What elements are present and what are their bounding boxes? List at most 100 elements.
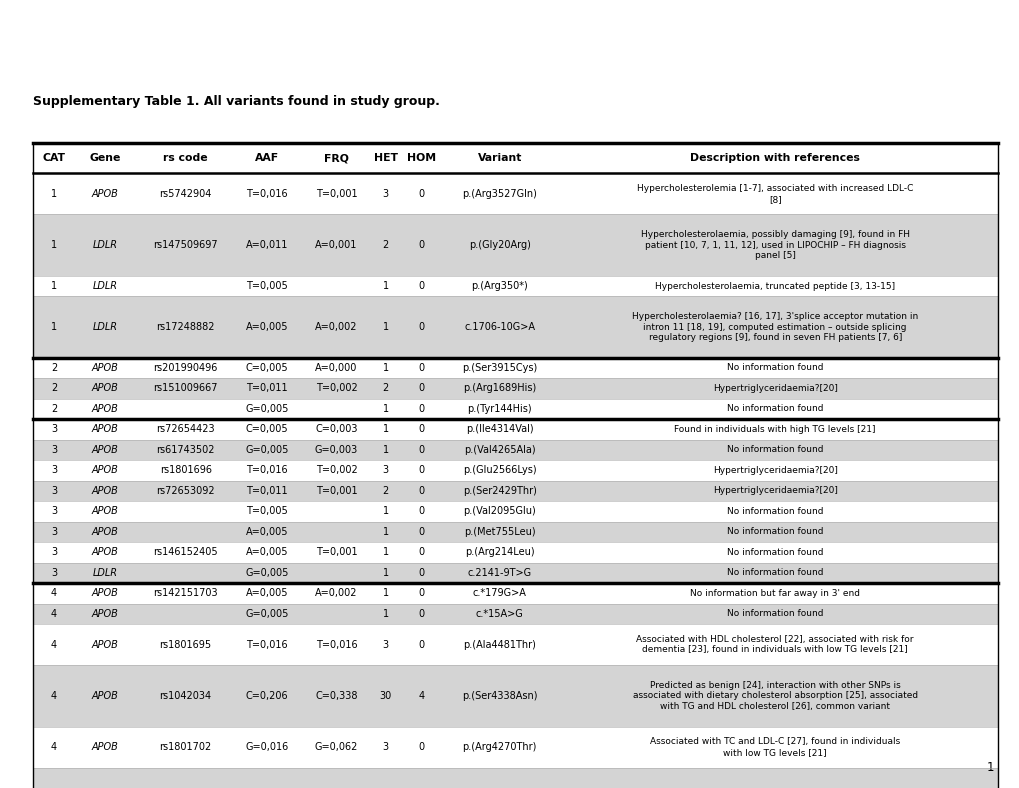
Text: p.(Ile4314Val): p.(Ile4314Val) (466, 425, 533, 434)
Text: c.*179G>A: c.*179G>A (473, 589, 526, 598)
Text: 1: 1 (382, 568, 388, 578)
Text: APOB: APOB (92, 189, 118, 199)
Text: 1: 1 (382, 609, 388, 619)
Text: p.(Met755Leu): p.(Met755Leu) (464, 527, 535, 537)
Text: LDLR: LDLR (93, 240, 117, 250)
Text: No information found: No information found (727, 609, 822, 619)
Text: No information found: No information found (727, 527, 822, 537)
Text: No information found: No information found (727, 568, 822, 578)
Text: CAT: CAT (43, 154, 65, 163)
Text: 3: 3 (382, 189, 388, 199)
Text: HOM: HOM (407, 154, 435, 163)
Text: APOB: APOB (92, 589, 118, 598)
Text: G=0,016: G=0,016 (246, 742, 288, 752)
Text: rs151009667: rs151009667 (153, 384, 218, 393)
Text: rs147509697: rs147509697 (153, 240, 218, 250)
Bar (33, 173, 997, 214)
Text: 2: 2 (51, 363, 57, 373)
Text: T=0,005: T=0,005 (247, 507, 287, 516)
Text: rs142151703: rs142151703 (153, 589, 218, 598)
Text: G=0,005: G=0,005 (246, 404, 288, 414)
Text: 1: 1 (382, 445, 388, 455)
Bar (33, 440, 997, 460)
Text: 1: 1 (382, 527, 388, 537)
Bar (33, 501, 997, 522)
Text: p.(Ser3915Cys): p.(Ser3915Cys) (462, 363, 537, 373)
Text: rs17248882: rs17248882 (156, 322, 215, 332)
Text: p.(Ser4338Asn): p.(Ser4338Asn) (462, 691, 537, 701)
Text: Associated with HDL cholesterol [22], associated with risk for
dementia [23], fo: Associated with HDL cholesterol [22], as… (636, 634, 913, 655)
Bar (33, 604, 997, 624)
Text: T=0,016: T=0,016 (316, 640, 357, 649)
Text: rs code: rs code (163, 154, 208, 163)
Text: 1: 1 (51, 322, 57, 332)
Text: T=0,001: T=0,001 (316, 486, 357, 496)
Text: 2: 2 (51, 404, 57, 414)
Text: 0: 0 (418, 609, 424, 619)
Text: LDLR: LDLR (93, 281, 117, 291)
Text: APOB: APOB (92, 466, 118, 475)
Text: 0: 0 (418, 527, 424, 537)
Text: 3: 3 (51, 466, 57, 475)
Text: T=0,002: T=0,002 (316, 466, 357, 475)
Text: Predicted as benign [24], interaction with other SNPs is
associated with dietary: Predicted as benign [24], interaction wi… (632, 681, 917, 711)
Text: Hypercholesterolaemia, possibly damaging [9], found in FH
patient [10, 7, 1, 11,: Hypercholesterolaemia, possibly damaging… (640, 230, 909, 260)
Text: p.(Val2095Glu): p.(Val2095Glu) (463, 507, 536, 516)
Text: A=0,002: A=0,002 (315, 322, 358, 332)
Text: HET: HET (373, 154, 397, 163)
Text: 0: 0 (418, 507, 424, 516)
Text: FRQ: FRQ (324, 154, 348, 163)
Text: G=0,005: G=0,005 (246, 609, 288, 619)
Text: p.(Arg350*): p.(Arg350*) (471, 281, 528, 291)
Text: 2: 2 (382, 240, 388, 250)
Text: 0: 0 (418, 363, 424, 373)
Text: APOB: APOB (92, 425, 118, 434)
Text: 0: 0 (418, 240, 424, 250)
Text: A=0,005: A=0,005 (246, 527, 288, 537)
Text: 0: 0 (418, 445, 424, 455)
Bar (33, 481, 997, 501)
Text: 1: 1 (382, 404, 388, 414)
Text: 1: 1 (382, 507, 388, 516)
Text: 0: 0 (418, 742, 424, 752)
Text: APOB: APOB (92, 527, 118, 537)
Text: A=0,005: A=0,005 (246, 322, 288, 332)
Text: APOB: APOB (92, 445, 118, 455)
Text: rs146152405: rs146152405 (153, 548, 218, 557)
Text: G=0,005: G=0,005 (246, 445, 288, 455)
Text: p.(Arg1689His): p.(Arg1689His) (463, 384, 536, 393)
Text: 0: 0 (418, 404, 424, 414)
Text: 4: 4 (418, 691, 424, 701)
Text: 1: 1 (382, 425, 388, 434)
Text: Supplementary Table 1. All variants found in study group.: Supplementary Table 1. All variants foun… (33, 95, 439, 108)
Text: 0: 0 (418, 486, 424, 496)
Bar (33, 727, 997, 768)
Text: Hypertriglyceridaemia?[20]: Hypertriglyceridaemia?[20] (712, 466, 837, 475)
Text: p.(Tyr144His): p.(Tyr144His) (467, 404, 532, 414)
Text: rs1801696: rs1801696 (160, 466, 211, 475)
Text: Associated with TC and LDL-C [27], found in individuals
with low TG levels [21]: Associated with TC and LDL-C [27], found… (649, 737, 900, 757)
Text: G=0,062: G=0,062 (315, 742, 358, 752)
Bar (33, 522, 997, 542)
Bar (33, 419, 997, 440)
Text: APOB: APOB (92, 691, 118, 701)
Bar (33, 665, 997, 727)
Text: LDLR: LDLR (93, 568, 117, 578)
Bar (33, 563, 997, 583)
Text: Hypercholesterolaemia, truncated peptide [3, 13-15]: Hypercholesterolaemia, truncated peptide… (654, 281, 895, 291)
Text: rs5742904: rs5742904 (159, 189, 212, 199)
Text: c.2141-9T>G: c.2141-9T>G (468, 568, 531, 578)
Text: A=0,000: A=0,000 (315, 363, 358, 373)
Text: T=0,016: T=0,016 (247, 640, 287, 649)
Text: 4: 4 (51, 640, 57, 649)
Text: 1: 1 (382, 548, 388, 557)
Text: rs72654423: rs72654423 (156, 425, 215, 434)
Text: A=0,005: A=0,005 (246, 548, 288, 557)
Text: G=0,003: G=0,003 (315, 445, 358, 455)
Text: 0: 0 (418, 281, 424, 291)
Text: 30: 30 (379, 691, 391, 701)
Text: Gene: Gene (90, 154, 120, 163)
Text: 3: 3 (51, 507, 57, 516)
Bar (33, 276, 997, 296)
Text: 4: 4 (51, 742, 57, 752)
